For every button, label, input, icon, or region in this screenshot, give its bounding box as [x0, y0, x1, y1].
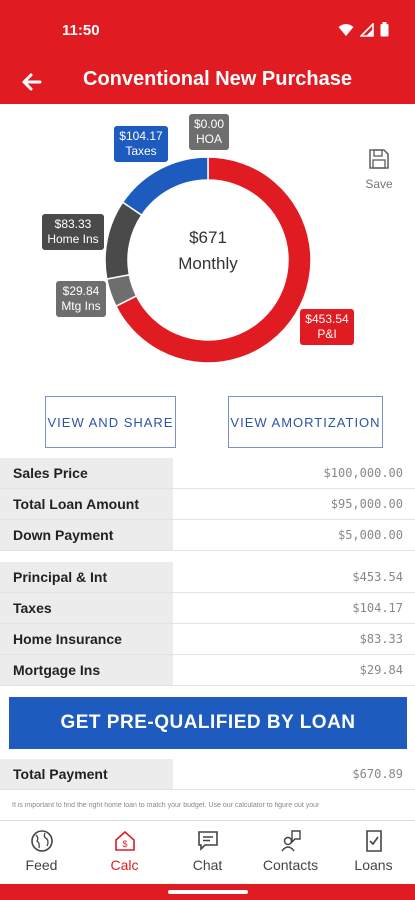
chat-icon: [197, 831, 218, 851]
nav-item-calc[interactable]: $ Calc: [83, 821, 166, 884]
slice-label-name: Mtg Ins: [61, 299, 101, 313]
row-value: $100,000.00: [173, 458, 415, 488]
nav-label: Loans: [354, 857, 393, 873]
disclaimer-text: It is important to find the right home l…: [12, 802, 320, 809]
row-value: $95,000.00: [173, 489, 415, 519]
nav-label: Chat: [192, 857, 223, 873]
row-label: Total Payment: [0, 759, 173, 789]
table-row: Home Insurance $83.33: [0, 624, 415, 655]
status-time: 11:50: [62, 22, 100, 39]
document-check-icon: [365, 830, 382, 852]
slice-label-home-ins: $83.33 Home Ins: [42, 214, 104, 250]
slice-label-value: $104.17: [119, 129, 163, 143]
bottom-navigation: Feed $ Calc Chat Contacts Loans: [0, 820, 415, 884]
row-value: $104.17: [173, 593, 415, 623]
battery-icon: [380, 22, 389, 37]
wifi-icon: [338, 23, 354, 36]
donut-slice-home-ins: [104, 201, 143, 280]
row-value: $29.84: [173, 655, 415, 685]
slice-label-value: $0.00: [193, 117, 225, 131]
save-label: Save: [365, 177, 393, 191]
globe-icon: [30, 830, 53, 852]
home-dollar-icon: $: [114, 830, 135, 851]
loan-summary-table: Sales Price $100,000.00 Total Loan Amoun…: [0, 458, 415, 551]
system-navigation-bar: [0, 884, 415, 900]
contacts-icon: [280, 830, 301, 852]
row-label: Sales Price: [0, 458, 173, 488]
view-amortization-button[interactable]: VIEW AMORTIZATION: [228, 396, 383, 448]
table-row: Down Payment $5,000.00: [0, 520, 415, 551]
payment-donut-chart: [104, 156, 312, 364]
get-pre-qualified-button[interactable]: GET PRE-QUALIFIED BY LOAN: [9, 697, 407, 749]
nav-item-chat[interactable]: Chat: [166, 821, 249, 884]
signal-icon: [360, 22, 374, 37]
home-indicator[interactable]: [168, 890, 248, 894]
slice-label-taxes: $104.17 Taxes: [114, 126, 168, 162]
row-value: $670.89: [173, 759, 415, 789]
nav-item-loans[interactable]: Loans: [332, 821, 415, 884]
save-button[interactable]: Save: [361, 148, 397, 191]
table-row: Total Payment $670.89: [0, 759, 415, 790]
svg-text:$: $: [122, 839, 127, 849]
slice-label-name: Taxes: [125, 144, 157, 158]
payment-chart-area: $671 Monthly $104.17 Taxes $0.00 HOA $83…: [0, 104, 415, 389]
row-label: Taxes: [0, 593, 173, 623]
view-and-share-button[interactable]: VIEW AND SHARE: [45, 396, 176, 448]
row-label: Principal & Int: [0, 562, 173, 592]
page-title: Conventional New Purchase: [83, 68, 352, 90]
table-row: Mortgage Ins $29.84: [0, 655, 415, 686]
app-bar: Conventional New Purchase: [0, 62, 415, 104]
table-row: Principal & Int $453.54: [0, 562, 415, 593]
row-label: Total Loan Amount: [0, 489, 173, 519]
row-label: Home Insurance: [0, 624, 173, 654]
table-row: Sales Price $100,000.00: [0, 458, 415, 489]
slice-label-value: $83.33: [54, 217, 92, 231]
row-label: Mortgage Ins: [0, 655, 173, 685]
donut-slice-taxes: [121, 156, 209, 217]
table-row: Total Loan Amount $95,000.00: [0, 489, 415, 520]
slice-label-pi: $453.54 P&I: [300, 309, 354, 345]
slice-label-mtg-ins: $29.84 Mtg Ins: [56, 281, 106, 317]
slice-label-hoa: $0.00 HOA: [189, 114, 229, 150]
nav-label: Calc: [110, 857, 139, 873]
row-value: $453.54: [173, 562, 415, 592]
slice-label-value: $29.84: [62, 284, 100, 298]
nav-item-feed[interactable]: Feed: [0, 821, 83, 884]
nav-item-contacts[interactable]: Contacts: [249, 821, 332, 884]
back-arrow-icon[interactable]: [18, 68, 46, 96]
status-icons: [338, 22, 389, 37]
payment-breakdown-table: Principal & Int $453.54 Taxes $104.17 Ho…: [0, 562, 415, 686]
monthly-total-amount: $671: [189, 228, 227, 247]
total-payment-table: Total Payment $670.89: [0, 759, 415, 790]
status-bar: 11:50: [0, 0, 415, 62]
row-value: $5,000.00: [173, 520, 415, 550]
nav-label: Contacts: [262, 857, 319, 873]
donut-slice-p-i: [114, 156, 312, 364]
slice-label-name: P&I: [317, 327, 337, 341]
row-label: Down Payment: [0, 520, 173, 550]
row-value: $83.33: [173, 624, 415, 654]
slice-label-value: $453.54: [305, 312, 349, 326]
slice-label-name: Home Ins: [47, 232, 99, 246]
nav-label: Feed: [25, 857, 58, 873]
monthly-total-label: Monthly: [178, 254, 238, 273]
save-icon: [369, 149, 389, 169]
table-row: Taxes $104.17: [0, 593, 415, 624]
slice-label-name: HOA: [195, 132, 222, 146]
